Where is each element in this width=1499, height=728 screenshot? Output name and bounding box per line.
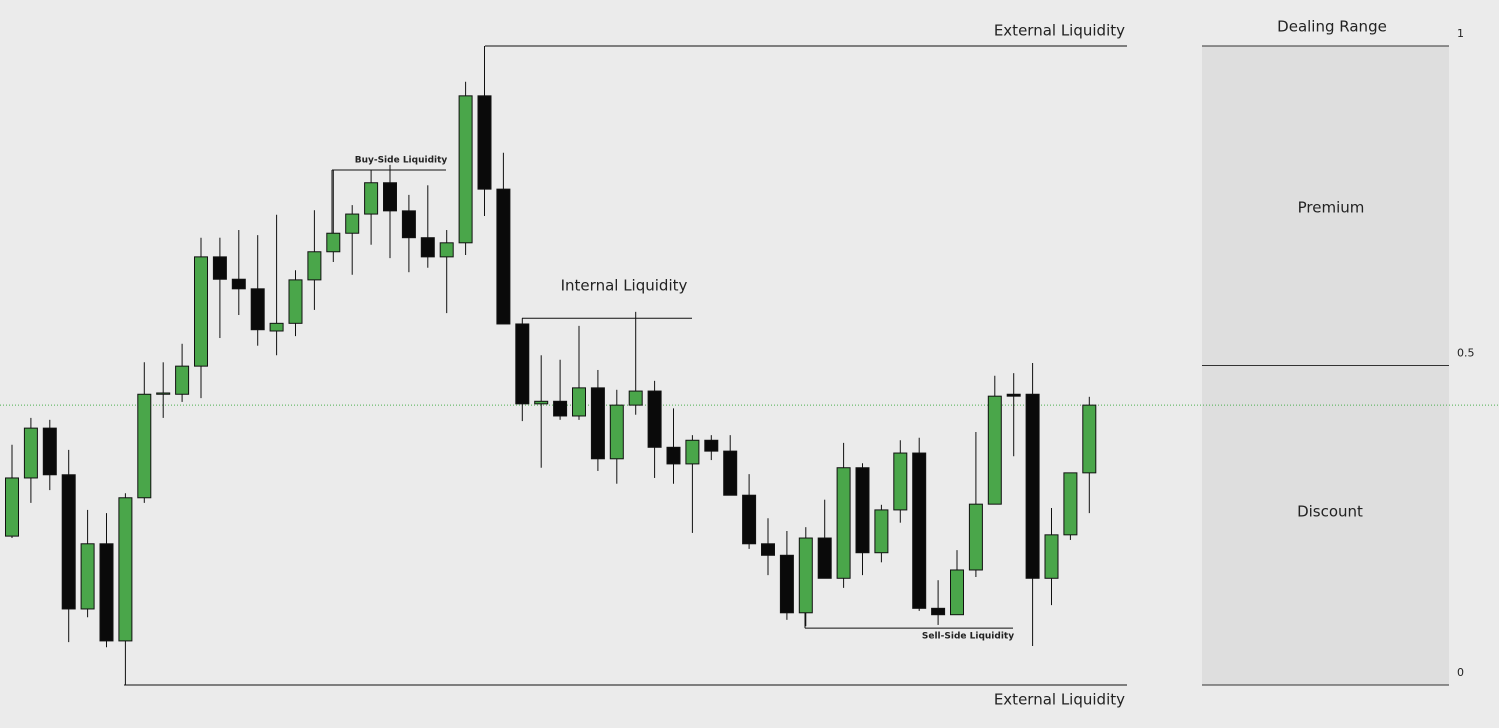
- candle-body: [874, 509, 889, 554]
- liquidity-label: External Liquidity: [994, 22, 1125, 40]
- candle-body: [572, 387, 586, 417]
- candle-body: [42, 427, 57, 476]
- candle-body: [364, 182, 379, 215]
- candle-body: [99, 543, 114, 642]
- premium-label: Premium: [1298, 199, 1365, 217]
- candle-body: [1063, 472, 1078, 536]
- candle-body: [704, 439, 719, 452]
- liquidity-label: Buy-Side Liquidity: [355, 156, 448, 166]
- candle-body: [798, 537, 813, 614]
- candle-body: [250, 288, 265, 331]
- candle-body: [23, 427, 38, 479]
- candle-body: [987, 395, 1002, 505]
- candle-body: [80, 543, 95, 610]
- candle-body: [968, 503, 983, 571]
- candle-body: [666, 446, 681, 465]
- candle-body: [1006, 393, 1021, 397]
- liquidity-label: Sell-Side Liquidity: [922, 632, 1014, 642]
- candle-body: [175, 365, 190, 395]
- candle-body: [817, 537, 832, 579]
- candle-body: [761, 543, 775, 556]
- candle-body: [685, 439, 700, 465]
- candle-body: [439, 242, 454, 258]
- candle-body: [383, 182, 397, 212]
- candle-body: [345, 213, 360, 234]
- candle-body: [912, 452, 927, 609]
- candle-body: [307, 251, 322, 281]
- candle-body: [212, 256, 227, 280]
- range-tick-label: 0.5: [1457, 347, 1475, 360]
- range-title: Dealing Range: [1277, 18, 1387, 36]
- candle-body: [477, 95, 492, 190]
- candle-body: [742, 494, 757, 545]
- liquidity-label: External Liquidity: [994, 691, 1125, 709]
- liquidity-label: Internal Liquidity: [561, 277, 688, 295]
- candle-body: [137, 393, 152, 499]
- candle-body: [534, 400, 549, 405]
- candle-body: [855, 467, 870, 554]
- candle-body: [836, 467, 851, 579]
- candle-body: [609, 404, 624, 460]
- candle-body: [61, 474, 76, 610]
- candle-body: [118, 497, 133, 642]
- candle-body: [194, 256, 208, 367]
- candle-body: [326, 232, 341, 253]
- candle-body: [401, 210, 416, 239]
- candle-body: [5, 477, 19, 537]
- candle-body: [779, 554, 794, 614]
- candle-body: [269, 322, 284, 332]
- candle-body: [231, 278, 246, 290]
- candle-body: [1082, 404, 1097, 474]
- candle-body: [590, 387, 605, 460]
- candle-body: [1025, 393, 1040, 579]
- candle-body: [647, 390, 662, 448]
- candle-body: [496, 188, 511, 325]
- range-tick-label: 0: [1457, 666, 1464, 679]
- candle-body: [156, 392, 171, 395]
- range-tick-label: 1: [1457, 27, 1464, 40]
- candle-body: [893, 452, 908, 511]
- candle-body: [420, 237, 435, 258]
- candle-body: [553, 400, 568, 417]
- discount-label: Discount: [1297, 503, 1363, 521]
- candle-body: [931, 607, 946, 616]
- candle-body: [515, 323, 530, 405]
- candle-body: [628, 390, 643, 406]
- candle-body: [288, 279, 303, 324]
- candle-body: [458, 95, 473, 244]
- candle-body: [1044, 534, 1059, 579]
- candle-body: [950, 569, 964, 616]
- candle-body: [723, 450, 738, 496]
